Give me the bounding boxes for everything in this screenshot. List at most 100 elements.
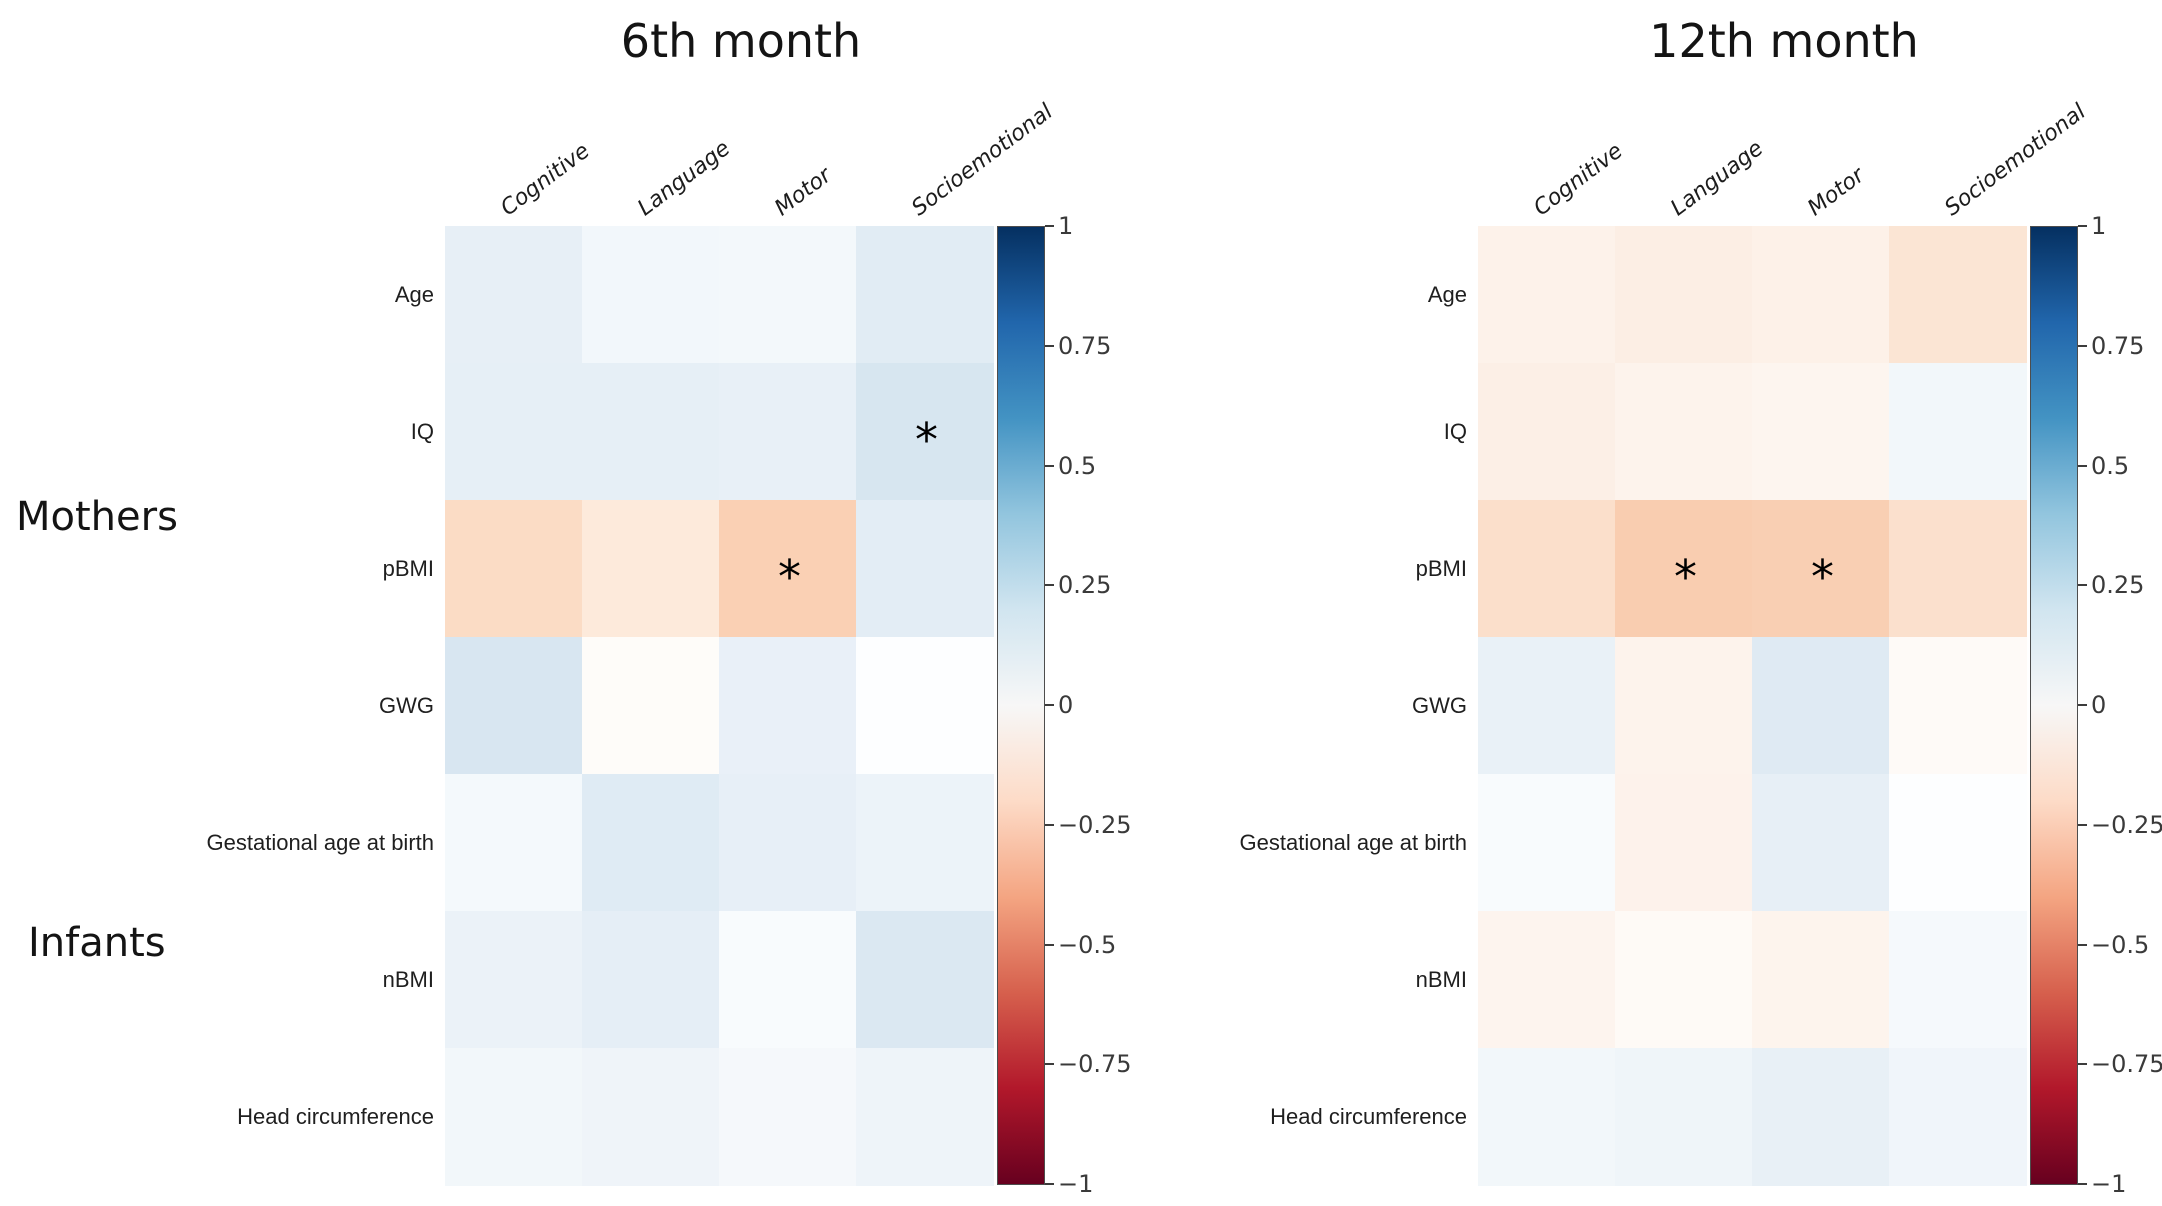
colorbar-tick-label: −1 — [2091, 1170, 2127, 1198]
heatmap-cell — [1889, 500, 2027, 638]
heatmap-cell — [582, 226, 720, 364]
heatmap-cell — [1752, 637, 1890, 775]
colorbar-tick — [2078, 1063, 2087, 1066]
panel-title-12th-month: 12th month — [1649, 14, 1919, 68]
row-label: IQ — [410, 418, 434, 444]
colorbar-tick-label: −1 — [1058, 1170, 1094, 1198]
colorbar-tick — [2078, 823, 2087, 826]
colorbar-tick — [1045, 823, 1054, 826]
heatmap-cell — [1889, 774, 2027, 912]
colorbar-tick-label: −0.5 — [1058, 930, 1117, 959]
heatmap-cell — [1615, 774, 1753, 912]
row-label: pBMI — [1415, 555, 1467, 581]
colorbar-tick-label: 0.75 — [2091, 331, 2145, 360]
colorbar-tick — [2078, 1183, 2087, 1185]
heatmap-cell — [1615, 911, 1753, 1049]
row-label: IQ — [1443, 418, 1467, 444]
heatmap-cell — [1478, 226, 1616, 364]
heatmap-cell — [856, 226, 994, 364]
heatmap-cell — [1889, 911, 2027, 1049]
colorbar-tick — [2078, 943, 2087, 946]
heatmap-cell — [719, 500, 857, 638]
heatmap-cell — [719, 911, 857, 1049]
heatmap-cell — [856, 363, 994, 501]
row-label: Head circumference — [1270, 1103, 1467, 1129]
colorbar-tick-label: 0.5 — [1058, 451, 1097, 480]
heatmap-cell — [1478, 500, 1616, 638]
row-label: pBMI — [382, 555, 434, 581]
heatmap-cell — [1615, 500, 1753, 638]
column-label: Motor — [1802, 162, 1869, 222]
colorbar-tick — [1045, 584, 1054, 587]
heatmap-cell — [856, 911, 994, 1049]
colorbar-tick-label: 0.25 — [1058, 571, 1112, 600]
heatmap-cell — [1889, 1048, 2027, 1186]
colorbar-tick-label: −0.75 — [1058, 1050, 1132, 1079]
column-label: Cognitive — [1528, 138, 1628, 222]
heatmap-cell — [1478, 637, 1616, 775]
colorbar-tick-label: 1 — [1058, 212, 1074, 240]
group-label-infants: Infants — [28, 920, 166, 966]
heatmap-cell — [1752, 226, 1890, 364]
row-label: Head circumference — [237, 1103, 434, 1129]
heatmap-cell — [1615, 1048, 1753, 1186]
heatmap-cell — [582, 637, 720, 775]
colorbar-tick-label: 0 — [2091, 691, 2107, 719]
colorbar-tick — [2078, 344, 2087, 347]
heatmap-cell — [1889, 637, 2027, 775]
colorbar-tick — [1045, 344, 1054, 347]
panel-title-6th-month: 6th month — [620, 14, 862, 68]
colorbar-tick-label: 0.75 — [1058, 331, 1112, 360]
heatmap-cell — [582, 911, 720, 1049]
colorbar — [2030, 226, 2078, 1185]
heatmap-cell — [1478, 363, 1616, 501]
heatmap-cell — [582, 500, 720, 638]
colorbar-tick-label: −0.5 — [2091, 930, 2150, 959]
heatmap-cell — [445, 500, 583, 638]
heatmap-cell — [1615, 226, 1753, 364]
heatmap-cell — [445, 637, 583, 775]
heatmap-cell — [582, 1048, 720, 1186]
heatmap-cell — [856, 1048, 994, 1186]
heatmap-cell — [1615, 637, 1753, 775]
column-label: Socioemotional — [1939, 99, 2091, 222]
heatmap-cell — [445, 226, 583, 364]
colorbar-tick-label: 1 — [2091, 212, 2107, 240]
colorbar-tick-label: −0.25 — [1058, 810, 1132, 839]
column-label: Socioemotional — [906, 99, 1058, 222]
heatmap-cell — [1478, 911, 1616, 1049]
colorbar-tick — [2078, 584, 2087, 587]
heatmap-cell — [856, 774, 994, 912]
heatmap-cell — [1752, 500, 1890, 638]
colorbar-tick-label: 0 — [1058, 691, 1074, 719]
colorbar-tick-label: −0.75 — [2091, 1050, 2162, 1079]
colorbar-tick — [1045, 1063, 1054, 1066]
colorbar-tick — [2078, 225, 2087, 227]
significance-asterisk: * — [915, 412, 938, 467]
column-label: Language — [632, 135, 735, 222]
row-label: GWG — [379, 692, 434, 718]
heatmap-cell — [445, 774, 583, 912]
row-label: Gestational age at birth — [206, 829, 434, 855]
colorbar-tick-label: 0.25 — [2091, 571, 2145, 600]
significance-asterisk: * — [1674, 549, 1697, 604]
row-label: GWG — [1412, 692, 1467, 718]
heatmap-cell — [445, 1048, 583, 1186]
heatmap-cell — [1752, 774, 1890, 912]
colorbar-tick-label: −0.25 — [2091, 810, 2162, 839]
heatmap-cell — [856, 500, 994, 638]
heatmap-cell — [719, 774, 857, 912]
column-label: Language — [1665, 135, 1768, 222]
heatmap-cell — [582, 774, 720, 912]
heatmap-cell — [445, 911, 583, 1049]
row-label: Age — [394, 281, 434, 307]
colorbar-tick — [1045, 225, 1054, 227]
colorbar-tick-label: 0.5 — [2091, 451, 2130, 480]
row-label: nBMI — [1415, 966, 1467, 992]
heatmap-cell — [1478, 1048, 1616, 1186]
group-label-mothers: Mothers — [16, 494, 178, 540]
heatmap-cell — [1889, 363, 2027, 501]
heatmap-cell — [1478, 774, 1616, 912]
colorbar-tick — [1045, 464, 1054, 467]
